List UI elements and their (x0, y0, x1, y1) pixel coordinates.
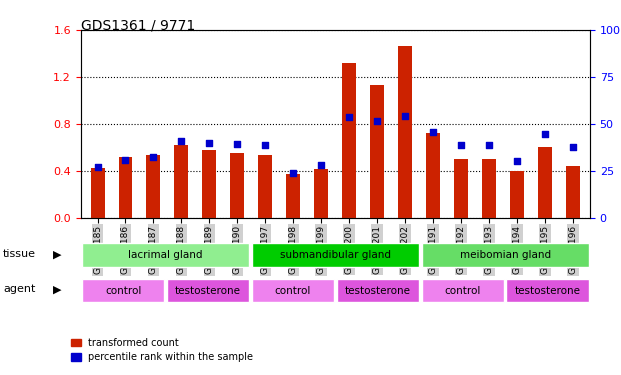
Point (540, 131, 550, 137)
Text: ▶: ▶ (53, 285, 61, 294)
Bar (286, 174, 301, 217)
Text: submandibular gland: submandibular gland (280, 250, 391, 260)
Point (232, 141, 242, 147)
Bar (398, 46, 412, 217)
Bar (91, 168, 104, 217)
Point (345, 114, 355, 120)
Text: control: control (445, 286, 481, 296)
Text: testosterone: testosterone (175, 286, 241, 296)
FancyBboxPatch shape (252, 243, 419, 267)
Text: testosterone: testosterone (345, 286, 410, 296)
Point (120, 157, 130, 163)
Text: ▶: ▶ (53, 249, 61, 259)
Point (401, 112, 410, 118)
Bar (342, 63, 356, 217)
Text: control: control (274, 286, 311, 296)
Bar (454, 159, 468, 218)
Bar (483, 159, 496, 218)
Bar (510, 171, 524, 217)
Text: GDS1361 / 9771: GDS1361 / 9771 (81, 19, 195, 33)
Bar (314, 170, 329, 217)
Text: testosterone: testosterone (515, 286, 581, 296)
Point (568, 144, 578, 150)
Bar (538, 147, 552, 218)
Text: control: control (105, 286, 142, 296)
Point (373, 118, 383, 124)
Text: tissue: tissue (3, 249, 36, 259)
Bar (230, 153, 245, 218)
Bar (258, 155, 273, 218)
Bar (175, 145, 188, 218)
Text: meibomian gland: meibomian gland (460, 250, 551, 260)
Legend: transformed count, percentile rank within the sample: transformed count, percentile rank withi… (67, 334, 257, 366)
Bar (370, 85, 384, 218)
Point (316, 162, 326, 168)
FancyBboxPatch shape (167, 279, 249, 302)
Bar (147, 155, 160, 218)
Point (93, 164, 102, 170)
Point (288, 170, 298, 176)
Point (512, 158, 522, 164)
Point (428, 129, 438, 135)
FancyBboxPatch shape (422, 279, 504, 302)
Point (260, 142, 270, 148)
FancyBboxPatch shape (337, 279, 419, 302)
Bar (566, 166, 580, 218)
Point (148, 154, 158, 160)
Point (176, 138, 186, 144)
Point (484, 142, 494, 148)
Text: agent: agent (3, 285, 35, 294)
FancyBboxPatch shape (82, 279, 164, 302)
FancyBboxPatch shape (507, 279, 589, 302)
Bar (202, 150, 217, 217)
Point (204, 140, 214, 146)
Bar (426, 133, 440, 218)
FancyBboxPatch shape (82, 243, 249, 267)
Point (456, 142, 466, 148)
FancyBboxPatch shape (252, 279, 334, 302)
FancyBboxPatch shape (422, 243, 589, 267)
Bar (119, 157, 132, 218)
Text: lacrimal gland: lacrimal gland (129, 250, 203, 260)
